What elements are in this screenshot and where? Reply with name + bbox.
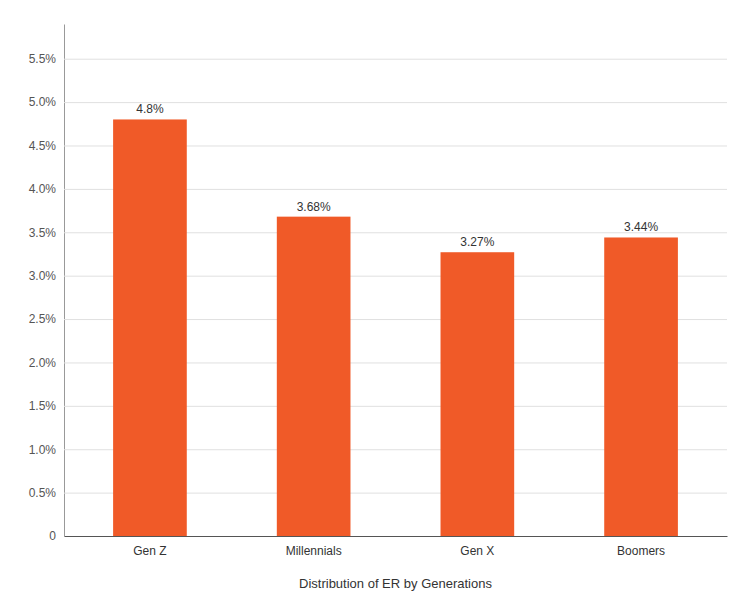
data-label: 4.8% — [136, 102, 164, 116]
y-tick-label: 1.5% — [29, 399, 57, 413]
y-tick-label: 3.0% — [29, 269, 57, 283]
bar — [604, 237, 678, 536]
y-tick-label: 1.0% — [29, 443, 57, 457]
y-tick-label: 3.5% — [29, 226, 57, 240]
y-tick: 5.5% — [29, 52, 727, 66]
y-tick: 5.0% — [29, 95, 727, 109]
y-tick-label: 4.0% — [29, 182, 57, 196]
y-tick-label: 2.5% — [29, 312, 57, 326]
y-tick-label: 5.5% — [29, 52, 57, 66]
y-tick-label: 0 — [49, 529, 56, 543]
y-axis: 0 0.5% 1.0% 1.5% 2.0% 2.5% 3.0% 3.5% 4.0% 4.5% 5.0… — [29, 25, 727, 544]
data-label: 3.27% — [460, 235, 494, 249]
x-tick: Millennials — [286, 544, 342, 558]
y-tick-label: 0.5% — [29, 486, 57, 500]
x-axis: Gen Z Millennials Gen X Boomers — [65, 537, 728, 558]
x-tick: Gen X — [460, 544, 494, 558]
x-tick-label: Boomers — [617, 544, 665, 558]
y-tick-label: 2.0% — [29, 356, 57, 370]
x-tick-label: Millennials — [286, 544, 342, 558]
x-axis-line — [65, 536, 728, 537]
data-label: 3.68% — [297, 200, 331, 214]
y-tick-label: 5.0% — [29, 95, 57, 109]
bar — [441, 252, 515, 536]
bar — [113, 119, 187, 536]
plot: 0 0.5% 1.0% 1.5% 2.0% 2.5% 3.0% 3.5% 4.0% 4.5% 5.0… — [29, 25, 728, 592]
chart: 0 0.5% 1.0% 1.5% 2.0% 2.5% 3.0% 3.5% 4.0% 4.5% 5.0… — [0, 0, 751, 606]
x-tick: Boomers — [617, 544, 665, 558]
x-axis-title: Distribution of ER by Generations — [299, 576, 492, 591]
y-axis-line — [64, 25, 65, 537]
x-tick-label: Gen Z — [133, 544, 166, 558]
data-label: 3.44% — [624, 220, 658, 234]
data-labels: 4.8% 3.68% 3.27% 3.44% — [136, 102, 658, 249]
x-tick: Gen Z — [133, 544, 166, 558]
grid-line — [64, 536, 727, 537]
bars — [113, 119, 678, 536]
grid-line — [64, 59, 727, 60]
bar — [277, 217, 351, 536]
y-tick-label: 4.5% — [29, 139, 57, 153]
x-tick-label: Gen X — [460, 544, 494, 558]
